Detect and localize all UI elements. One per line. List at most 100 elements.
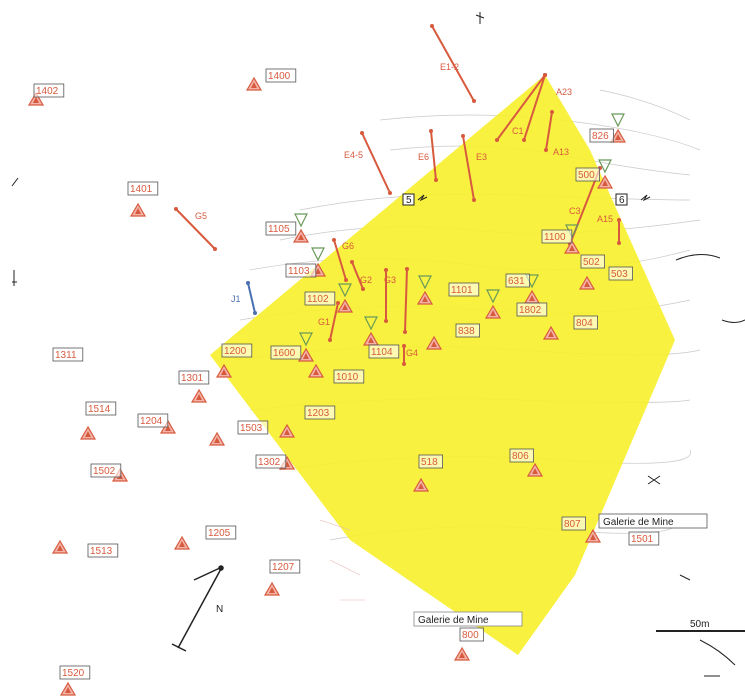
drillhole-collar	[617, 218, 621, 222]
drillhole-label: E1-2	[440, 62, 459, 72]
drillhole-trace	[523, 74, 546, 141]
station-label: 500	[578, 170, 595, 181]
drillhole-trace	[431, 25, 475, 102]
station-label-box	[221, 343, 253, 358]
svg-text:50m: 50m	[690, 619, 709, 630]
drillhole: A15	[597, 214, 621, 245]
station-triangle-core	[33, 97, 39, 103]
station-label-box	[90, 463, 122, 478]
station-triangle-core	[65, 687, 71, 693]
station-label-box	[509, 448, 535, 463]
station-label-box	[575, 167, 601, 182]
station-label: 826	[592, 131, 609, 142]
station-triangle-core	[590, 534, 596, 540]
station: 1401	[127, 181, 159, 217]
drillhole-trace	[496, 74, 546, 141]
drillhole: G3	[384, 268, 396, 323]
station: 1514	[79, 401, 117, 440]
drillhole	[522, 73, 547, 142]
station-triangle-core	[85, 431, 91, 437]
station-triangle-core	[284, 429, 290, 435]
drillhole-collar	[174, 207, 178, 211]
station-triangle-core	[57, 545, 63, 551]
station-label: 631	[508, 276, 525, 287]
drillhole-collar	[361, 287, 365, 291]
station-label-box	[265, 221, 297, 236]
station-triangle-core	[135, 208, 141, 214]
drillhole-trace	[361, 132, 391, 194]
station-triangle-core	[529, 295, 535, 301]
drillhole-collar	[429, 129, 433, 133]
station-triangle-core	[342, 304, 348, 310]
drillhole-collar	[495, 138, 499, 142]
station-label: 1104	[371, 347, 393, 358]
box-marker-5: 5	[402, 193, 428, 206]
drillhole-collar	[213, 247, 217, 251]
drillhole-collar	[328, 338, 332, 342]
station-label-box	[85, 401, 117, 416]
station-label: 1100	[544, 232, 566, 243]
drillhole-label: G6	[342, 241, 354, 251]
station-label-box	[541, 229, 573, 244]
drillhole-collar	[617, 241, 621, 245]
drillhole-label: E3	[476, 152, 487, 162]
station-label: 1514	[88, 404, 111, 415]
station-label: 1802	[519, 305, 542, 316]
station-triangle-core	[196, 394, 202, 400]
inverted-triangle-icon	[611, 113, 625, 128]
station-label: 1311	[55, 350, 77, 361]
drillhole-trace	[333, 239, 347, 281]
station-label: 1503	[240, 423, 263, 434]
drillhole-collar	[434, 178, 438, 182]
station-label-box	[516, 302, 548, 317]
station-label: 1204	[140, 416, 163, 427]
inverted-triangle-icon	[311, 247, 325, 262]
galerie-label-mine-east: Galerie de Mine	[598, 513, 708, 529]
station-label: 1207	[272, 562, 295, 573]
drillhole-trace	[462, 135, 475, 201]
station-label: 1401	[130, 184, 153, 195]
drillhole-collar	[344, 278, 348, 282]
station-label-box	[52, 347, 84, 362]
station: 1100	[541, 224, 581, 254]
station-triangle-core	[418, 483, 424, 489]
drillhole-label: A13	[553, 147, 569, 157]
station-label-box	[304, 405, 336, 420]
drillhole-trace	[430, 130, 437, 181]
station-label: 800	[462, 630, 479, 641]
station: 1203	[278, 405, 336, 438]
drillhole-collar	[543, 73, 547, 77]
station-triangle-core	[422, 296, 428, 302]
inverted-triangle-icon	[486, 289, 500, 304]
svg-text:Galerie de Mine: Galerie de Mine	[603, 517, 674, 528]
inverted-triangle-icon	[364, 316, 378, 331]
station-label-box	[459, 627, 485, 642]
station: 807	[561, 516, 602, 543]
station-label-box	[455, 323, 481, 338]
station-label-box	[205, 525, 237, 540]
drillhole: G2	[350, 260, 372, 291]
station-label: 1520	[62, 668, 85, 679]
station-label-box	[270, 345, 302, 360]
map-edge-marks	[11, 12, 745, 677]
drillhole-trace	[247, 282, 256, 314]
station: 1200	[215, 343, 253, 378]
station-label: 1105	[268, 224, 290, 235]
station: 1400	[245, 68, 297, 91]
station-label-box	[178, 370, 210, 385]
station-label: 1010	[336, 372, 359, 383]
station-label-box	[237, 420, 269, 435]
drillhole-collar	[253, 311, 257, 315]
inverted-triangle-icon	[598, 159, 612, 174]
north-arrow	[171, 565, 224, 652]
station-label-box	[285, 263, 317, 278]
drillhole: E6	[418, 129, 438, 182]
station: 1503	[208, 420, 269, 446]
station-label: 1103	[288, 266, 310, 277]
drillhole-layer: E1-2 A23 C1 A13 E4-5 E6 E3 G5 G6 G2 G3 G1 G4 C3 A15 J1	[174, 24, 621, 366]
station: 1104	[362, 316, 400, 359]
drillhole: G6	[332, 238, 354, 282]
station-label: 838	[458, 326, 475, 337]
station-label-box	[137, 413, 169, 428]
drillhole-collar	[522, 138, 526, 142]
